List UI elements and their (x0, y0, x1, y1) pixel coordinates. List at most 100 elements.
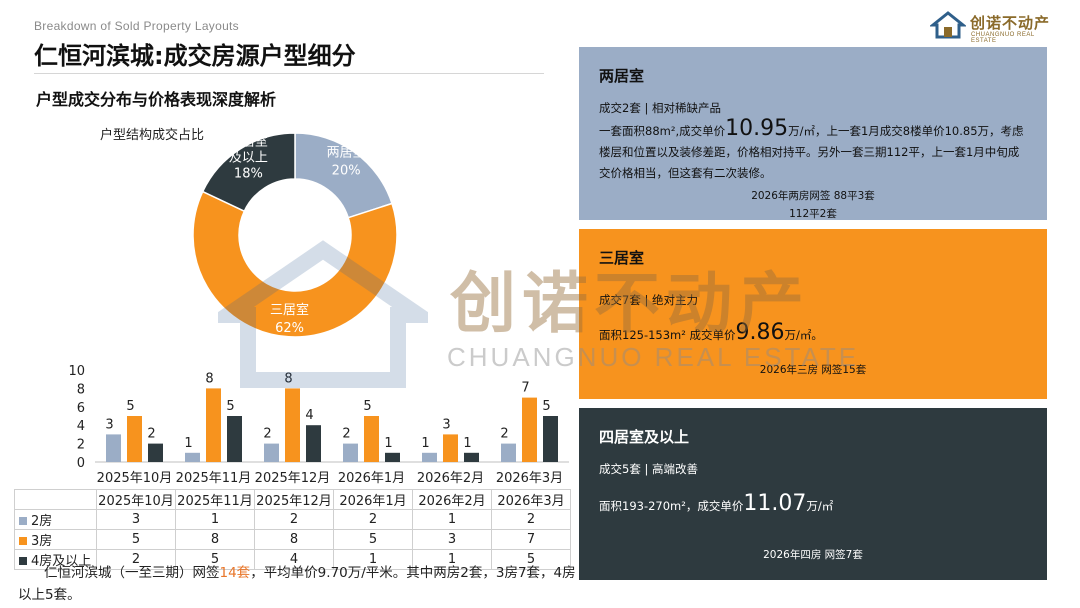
bar-value-label: 4 (305, 408, 313, 423)
table-row: 2房 3 1 2 2 1 2 (14, 509, 571, 530)
bar-value-label: 2 (342, 427, 350, 442)
card-tagline: 成交2套 | 相对稀缺产品 (599, 101, 722, 115)
bar-value-label: 8 (205, 371, 213, 386)
bar (264, 443, 279, 462)
chart-data-table: 2025年10月 2025年11月 2025年12月 2026年1月 2026年… (14, 489, 571, 570)
card-text: 面积193-270m²，成交单价 (599, 499, 744, 513)
card-body: 面积193-270m²，成交单价11.07万/㎡ (599, 493, 1027, 517)
bar-value-label: 5 (126, 399, 134, 414)
bar (106, 434, 121, 462)
bar-value-label: 3 (442, 417, 450, 432)
card-text: 面积125-153m² 成交单价 (599, 328, 736, 342)
table-cell: 1 (175, 509, 255, 530)
table-header-cell: 2026年3月 (491, 489, 571, 510)
table-cell: 5 (491, 549, 571, 570)
donut-slice (192, 190, 398, 338)
bar-value-label: 5 (363, 399, 371, 414)
bar (127, 416, 142, 462)
slice-name-label: 四居室及以上 (229, 134, 268, 166)
legend-swatch (19, 537, 27, 545)
bar (306, 425, 321, 462)
house-logo-icon (930, 11, 966, 39)
card-four-plus-room: 四居室及以上 成交5套 | 高端改善 面积193-270m²，成交单价11.07… (579, 408, 1047, 580)
table-cell: 5 (96, 529, 176, 550)
table-cell: 3 (96, 509, 176, 530)
logo-text: 创诺不动产 (970, 14, 1051, 32)
summary-count-highlight: 14套 (219, 565, 251, 581)
summary-text: 仁恒河滨城（一至三期）网签14套，平均单价9.70万/平米。其中两房2套，3房7… (18, 562, 578, 606)
card-note: 112平2套 (789, 208, 837, 220)
card-title: 两居室 (599, 67, 645, 85)
table-cell: 7 (491, 529, 571, 550)
bar (364, 416, 379, 462)
table-row: 2025年10月 2025年11月 2025年12月 2026年1月 2026年… (14, 489, 571, 510)
x-category-label: 2026年2月 (417, 471, 484, 485)
page-title: 仁恒河滨城:成交房源户型细分 (34, 42, 356, 70)
slice-percent-label: 18% (234, 167, 263, 182)
logo-subtext: CHUANGNUO REAL ESTATE (971, 32, 1035, 44)
card-unit: 万/㎡。 (784, 328, 823, 342)
card-body: 一套面积88m²,成交单价10.95万/㎡，上一套1月成交8楼单价10.85万，… (599, 118, 1027, 184)
bar (543, 416, 558, 462)
y-tick-label: 8 (77, 382, 85, 397)
table-cell: 8 (254, 529, 334, 550)
slice-percent-label: 62% (275, 321, 304, 336)
title-divider (34, 73, 544, 74)
card-price: 10.95 (725, 116, 789, 141)
card-note: 2026年三房 网签15套 (759, 364, 867, 376)
y-tick-label: 2 (77, 438, 85, 453)
bar-value-label: 1 (384, 436, 392, 451)
bar (385, 452, 400, 462)
card-text: 一套面积88m²,成交单价 (599, 124, 726, 138)
eyebrow-text: Breakdown of Sold Property Layouts (34, 19, 239, 33)
bar (227, 416, 242, 462)
legend-three-room: 3房 (14, 529, 97, 550)
card-price: 11.07 (743, 491, 807, 516)
table-cell: 2 (254, 509, 334, 530)
bar-value-label: 5 (542, 399, 550, 414)
table-header-cell: 2025年11月 (175, 489, 255, 510)
card-tagline: 成交5套 | 高端改善 (599, 462, 699, 476)
x-category-label: 2026年1月 (338, 471, 405, 485)
legend-label: 2房 (31, 514, 53, 529)
table-row: 4房及以上 2 5 4 1 1 5 (14, 549, 571, 570)
bar (148, 443, 163, 462)
card-note: 2026年四房 网签7套 (763, 549, 863, 561)
card-note: 2026年两房网签 88平3套 (751, 190, 875, 202)
y-tick-label: 6 (77, 401, 85, 416)
donut-slice (201, 132, 296, 213)
legend-swatch (19, 517, 27, 525)
bar-value-label: 2 (500, 427, 508, 442)
legend-label: 3房 (31, 534, 53, 549)
table-cell: 1 (333, 549, 413, 570)
bar-value-label: 2 (147, 427, 155, 442)
table-row: 3房 5 8 8 5 3 7 (14, 529, 571, 550)
table-cell: 5 (333, 529, 413, 550)
legend-two-room: 2房 (14, 509, 97, 530)
bar (464, 452, 479, 462)
table-header-blank (14, 489, 97, 510)
bar (443, 434, 458, 462)
card-body: 面积125-153m² 成交单价9.86万/㎡。 (599, 322, 1027, 346)
bar-value-label: 5 (226, 399, 234, 414)
card-two-room: 两居室 成交2套 | 相对稀缺产品 一套面积88m²,成交单价10.95万/㎡，… (579, 47, 1047, 220)
x-category-label: 2025年11月 (176, 471, 252, 485)
table-cell: 2 (333, 509, 413, 530)
x-category-label: 2025年12月 (255, 471, 331, 485)
legend-four-plus: 4房及以上 (14, 549, 97, 570)
bar (343, 443, 358, 462)
summary-part: ，平均单价9.70万/平米。其中两房2套，3房7套，4房以上5套。 (18, 565, 576, 603)
bar-value-label: 7 (521, 381, 529, 396)
bar-value-label: 1 (421, 436, 429, 451)
table-cell: 3 (412, 529, 492, 550)
bar-value-label: 8 (284, 371, 292, 386)
bar (206, 388, 221, 462)
card-unit: 万/㎡ (806, 499, 834, 513)
bar-value-label: 2 (263, 427, 271, 442)
y-tick-label: 0 (77, 456, 85, 471)
table-cell: 2 (491, 509, 571, 530)
table-cell: 4 (254, 549, 334, 570)
card-three-room: 三居室 成交7套 | 绝对主力 面积125-153m² 成交单价9.86万/㎡。… (579, 229, 1047, 399)
table-cell: 8 (175, 529, 255, 550)
